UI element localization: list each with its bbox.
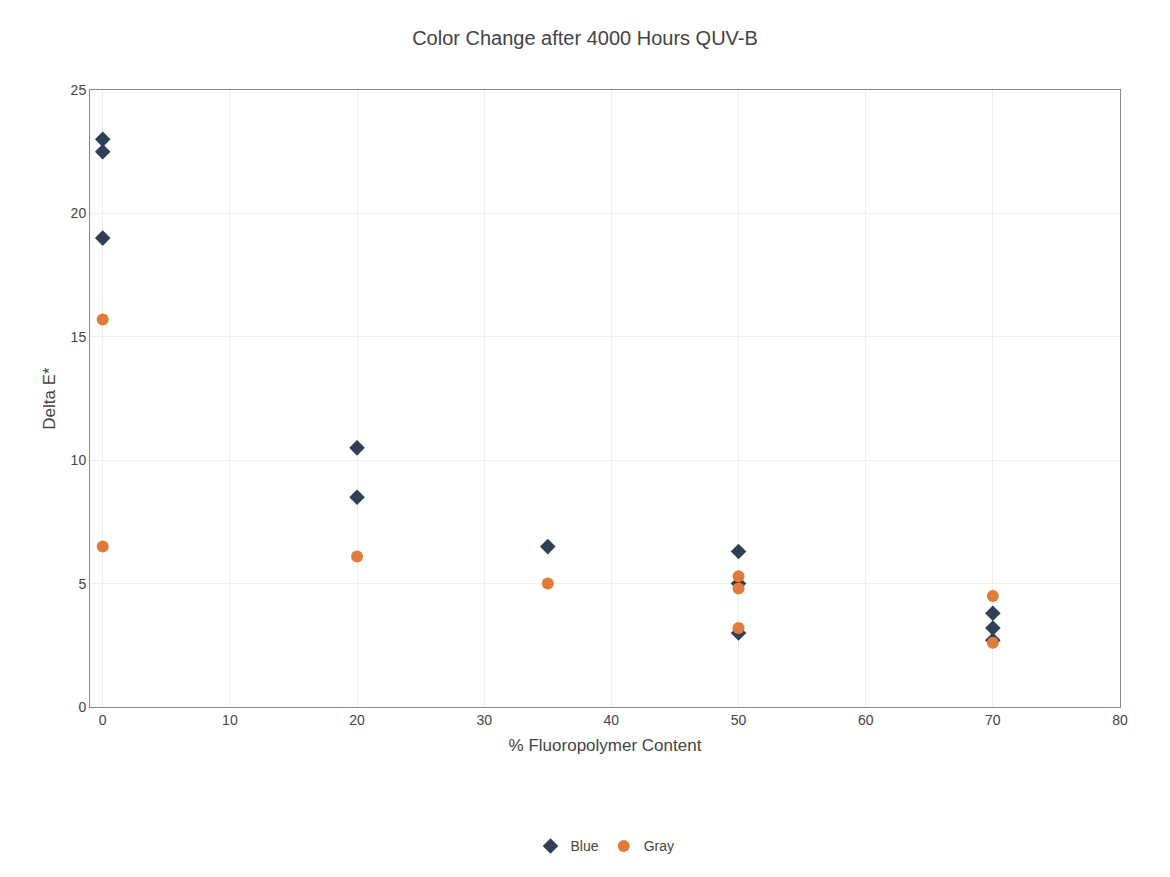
svg-text:0: 0 <box>99 712 107 728</box>
svg-text:70: 70 <box>985 712 1001 728</box>
svg-text:0: 0 <box>78 699 86 715</box>
svg-text:10: 10 <box>71 452 87 468</box>
svg-text:80: 80 <box>1112 712 1128 728</box>
svg-text:30: 30 <box>476 712 492 728</box>
svg-text:15: 15 <box>71 329 87 345</box>
svg-text:20: 20 <box>349 712 365 728</box>
svg-text:Gray: Gray <box>644 838 674 854</box>
svg-text:5: 5 <box>78 576 86 592</box>
svg-text:Color Change after 4000 Hours: Color Change after 4000 Hours QUV-B <box>412 27 758 49</box>
svg-text:Blue: Blue <box>571 838 599 854</box>
svg-text:Delta E*: Delta E* <box>40 367 59 430</box>
svg-text:60: 60 <box>858 712 874 728</box>
svg-text:% Fluoropolymer Content: % Fluoropolymer Content <box>509 736 702 755</box>
svg-text:20: 20 <box>71 205 87 221</box>
svg-text:50: 50 <box>731 712 747 728</box>
svg-text:25: 25 <box>71 82 87 98</box>
svg-text:40: 40 <box>604 712 620 728</box>
svg-text:10: 10 <box>222 712 238 728</box>
